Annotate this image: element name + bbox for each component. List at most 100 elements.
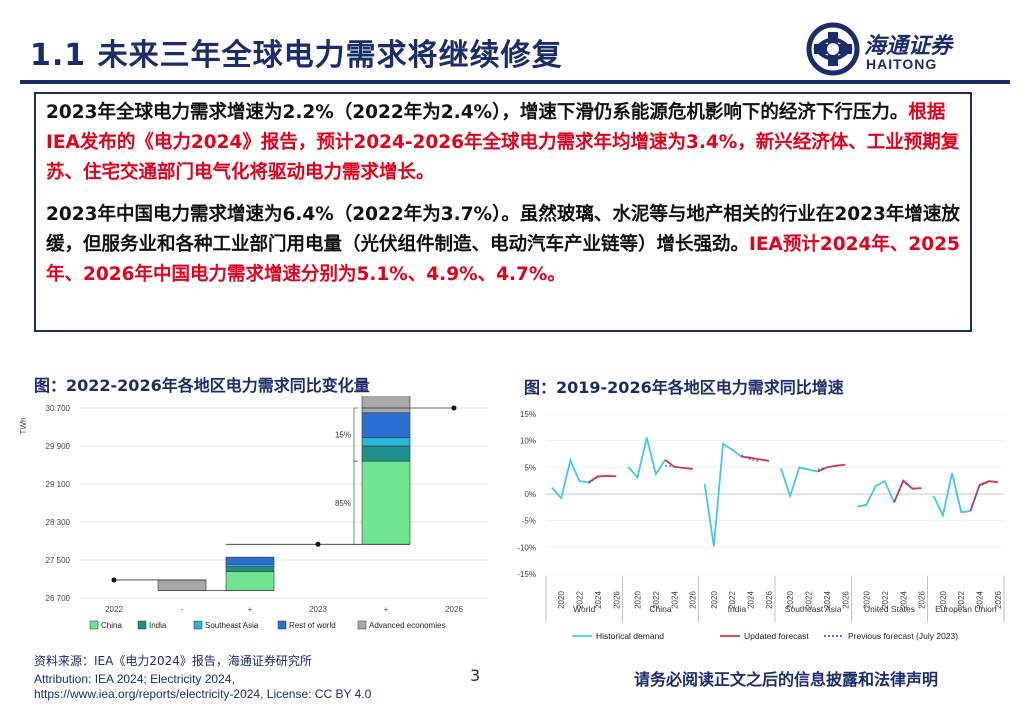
line-historical: [703, 442, 742, 547]
total-marker-2023: [315, 541, 321, 547]
summary-p2-highlight: IEA预计2024年、2025年、2026年中国电力需求增速分别为5.1%、4.…: [46, 234, 960, 285]
logo-text-cn: 海通证券: [864, 33, 953, 59]
attribution-note: Attribution: IEA 2024; Electricity 2024,…: [34, 672, 371, 702]
bracket-85: [353, 460, 358, 545]
line-historical: [857, 479, 895, 508]
line-previous-forecast: [741, 454, 760, 463]
header-rule: [20, 80, 1010, 84]
x-tick-label: 2020: [863, 591, 872, 609]
x-tick-label: 2024: [823, 591, 832, 609]
x-tick-label: +: [384, 605, 389, 614]
line-historical: [627, 437, 666, 480]
legend-swatch: [277, 620, 287, 630]
line-updated-forecast: [893, 479, 922, 503]
bar-segment: [361, 412, 411, 438]
line-updated-forecast: [588, 474, 617, 484]
y-tick-label: 27 500: [46, 556, 71, 565]
figure-1-title: 图：2022-2026年各地区电力需求同比变化量: [34, 376, 370, 395]
x-tick-label: 2026: [765, 591, 774, 609]
line-previous-forecast: [665, 465, 684, 469]
legend-label: India: [149, 621, 167, 630]
growth-line-chart: 15% 10% 5% 0% -5% -10% -15% 2020 2022 2024 2026 Wor…: [517, 410, 1005, 641]
legend-label: China: [101, 621, 122, 630]
bar-segment: [225, 566, 275, 572]
x-tick-label: 2024: [670, 591, 679, 609]
x-tick-label: 2022: [881, 591, 890, 609]
bar-segment: [361, 445, 411, 462]
x-tick-label: 2024: [976, 591, 985, 609]
source-note: 资料来源：IEA《电力2024》报告，海通证券研究所: [34, 654, 312, 668]
bar-advanced-economies: [157, 579, 207, 591]
x-tick-label: 2020: [634, 591, 643, 609]
y-tick-label: -5%: [522, 517, 536, 526]
group-label: China: [649, 604, 671, 614]
summary-paragraph-1: 2023年全球电力需求增速为2.2%（2022年为2.4%），增速下滑仍系能源危…: [46, 98, 960, 188]
line-historical: [932, 472, 971, 519]
y-tick-label: 26 700: [46, 594, 71, 603]
line-updated-forecast: [817, 463, 846, 473]
page-title: 1.1 未来三年全球电力需求将继续修复: [30, 38, 563, 73]
x-tick-label: 2020: [786, 591, 795, 609]
figure-2-title: 图：2019-2026年各地区电力需求同比增速: [524, 378, 844, 397]
legend-label: Historical demand: [596, 631, 664, 641]
group-label: World: [573, 604, 595, 614]
summary-p1-highlight: 根据IEA发布的《电力2024》报告，预计2024-2026年全球电力需求年均增…: [46, 102, 960, 183]
bracket-15: [353, 407, 358, 462]
y-tick-label: 0%: [524, 490, 536, 499]
group-label: Southeast Asia: [785, 604, 842, 614]
total-marker-2026: [451, 405, 457, 411]
y-tick-label: 15%: [520, 410, 536, 419]
x-tick-label: 2026: [445, 605, 463, 614]
y-tick-label: 30 700: [46, 404, 71, 413]
legend-label: Previous forecast (July 2023): [848, 631, 958, 641]
y-tick-label: 10%: [520, 437, 536, 446]
x-tick-label: +: [248, 605, 253, 614]
x-tick-label: 2026: [918, 591, 927, 609]
line-previous-forecast: [588, 475, 608, 484]
line-previous-forecast: [817, 465, 837, 471]
x-tick-label: 2022: [652, 591, 661, 609]
x-tick-label: 2022: [957, 591, 966, 609]
legend-swatch: [193, 620, 203, 630]
y-tick-label: 29 900: [46, 442, 71, 451]
bar-segment: [361, 460, 411, 545]
summary-p1-text: 2023年全球电力需求增速为2.2%（2022年为2.4%），增速下滑仍系能源危…: [46, 102, 909, 123]
y-tick-label: 28 300: [46, 518, 71, 527]
x-tick-label: 2024: [899, 591, 908, 609]
x-tick-label: 2020: [710, 591, 719, 609]
y-tick-label: 5%: [524, 463, 536, 472]
line-historical: [780, 466, 818, 500]
bar-segment: [225, 556, 275, 565]
group-label: European Union: [935, 604, 997, 614]
x-tick-label: 2024: [594, 591, 603, 609]
legend-label: Southeast Asia: [205, 621, 259, 630]
attribution-line-2: https://www.iea.org/reports/electricity-…: [34, 687, 372, 701]
x-tick-label: 2023: [309, 605, 327, 614]
y-axis-label: TWh: [19, 418, 28, 435]
legend-swatch: [89, 620, 99, 630]
bar-segment: [361, 437, 411, 447]
legend-swatch: [357, 620, 367, 630]
x-tick-label: 2020: [939, 591, 948, 609]
waterfall-chart: TWh 26 700 27 500 28 300 29 100 29 900 30 700 2…: [19, 396, 488, 630]
annotation-15: 15%: [335, 431, 351, 440]
x-tick-label: 2026: [841, 591, 850, 609]
line-historical: [551, 457, 589, 501]
y-tick-label: -15%: [517, 570, 536, 579]
logo-emblem-icon: [806, 22, 860, 76]
legend-label: Rest of world: [289, 621, 336, 630]
summary-p2-text: 2023年中国电力需求增速为6.4%（2022年为3.7%）。虽然玻璃、水泥等与…: [46, 204, 960, 255]
bar-segment: [225, 571, 275, 591]
summary-paragraph-2: 2023年中国电力需求增速为6.4%（2022年为3.7%）。虽然玻璃、水泥等与…: [46, 200, 960, 290]
group-label: India: [728, 604, 747, 614]
y-tick-label: -10%: [517, 543, 536, 552]
line-previous-forecast: [893, 481, 913, 502]
annotation-85: 85%: [335, 499, 351, 508]
x-tick-label: 2022: [805, 591, 814, 609]
disclaimer: 请务必阅读正文之后的信息披露和法律声明: [634, 670, 939, 689]
legend-label: Updated forecast: [744, 631, 809, 641]
x-tick-label: 2026: [689, 591, 698, 609]
bar-segment: [361, 396, 411, 414]
line-previous-forecast: [969, 481, 990, 511]
x-tick-label: 2024: [747, 591, 756, 609]
